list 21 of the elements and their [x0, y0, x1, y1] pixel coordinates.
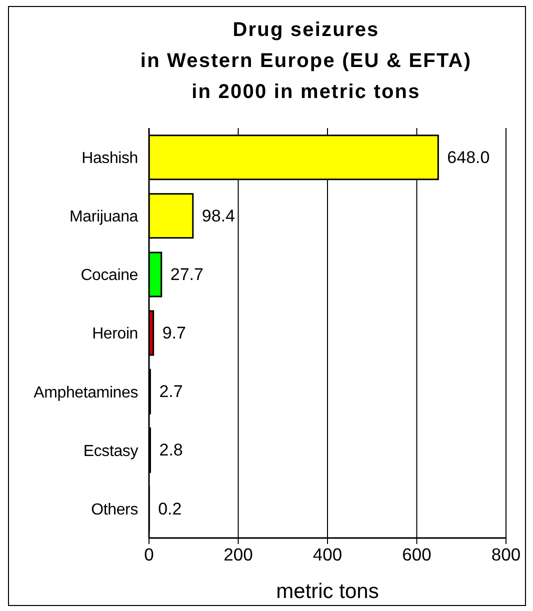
y-tick-label: Hashish: [82, 150, 138, 167]
data-label: 27.7: [170, 264, 204, 284]
x-tick-label: 0: [144, 544, 154, 564]
y-tick-label: Others: [91, 501, 138, 518]
data-label: 2.8: [159, 440, 183, 460]
y-tick-label: Cocaine: [80, 267, 138, 284]
y-tick-label: Amphetamines: [34, 384, 138, 402]
data-label: 98.4: [202, 206, 236, 226]
data-label: 2.7: [159, 382, 183, 402]
x-tick-label: 400: [312, 544, 342, 564]
data-label: 648.0: [447, 148, 490, 167]
y-tick-label: Ecstasy: [83, 442, 138, 460]
y-tick-label: Marijuana: [70, 208, 138, 226]
y-tick-label: Heroin: [92, 326, 138, 343]
x-tick-label: 800: [491, 544, 521, 564]
x-axis-title: metric tons: [276, 580, 379, 603]
data-label: 0.2: [158, 499, 182, 518]
chart-title: Drug seizures in Western Europe (EU & EFTA) in 2000 in metric tons: [139, 18, 473, 105]
x-tick-label: 200: [224, 544, 254, 564]
x-tick-label: 600: [402, 544, 432, 564]
data-label: 9.7: [162, 324, 186, 343]
